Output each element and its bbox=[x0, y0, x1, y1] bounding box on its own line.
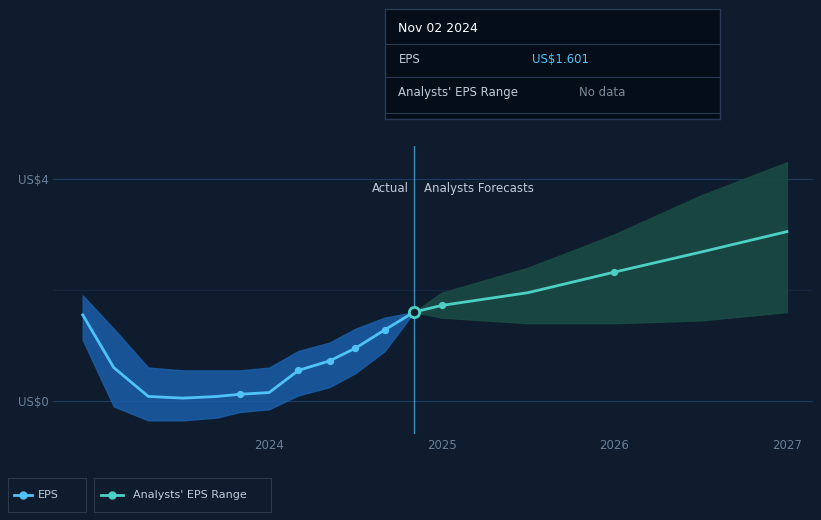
Text: Nov 02 2024: Nov 02 2024 bbox=[398, 22, 479, 35]
Point bbox=[349, 344, 362, 353]
Point bbox=[378, 326, 392, 334]
Point bbox=[435, 301, 448, 309]
Point bbox=[337, 337, 350, 346]
Text: Analysts' EPS Range: Analysts' EPS Range bbox=[133, 490, 247, 500]
Text: Actual: Actual bbox=[372, 181, 409, 194]
Point bbox=[323, 357, 336, 365]
Point bbox=[292, 366, 305, 374]
Point bbox=[608, 268, 621, 276]
Text: EPS: EPS bbox=[38, 490, 59, 500]
Text: EPS: EPS bbox=[398, 53, 420, 66]
Text: No data: No data bbox=[580, 86, 626, 99]
Point bbox=[176, 337, 189, 346]
Text: US$1.601: US$1.601 bbox=[533, 53, 589, 66]
Text: Analysts' EPS Range: Analysts' EPS Range bbox=[398, 86, 518, 99]
Point bbox=[233, 390, 246, 398]
Text: Analysts Forecasts: Analysts Forecasts bbox=[424, 181, 534, 194]
Point bbox=[407, 308, 420, 316]
